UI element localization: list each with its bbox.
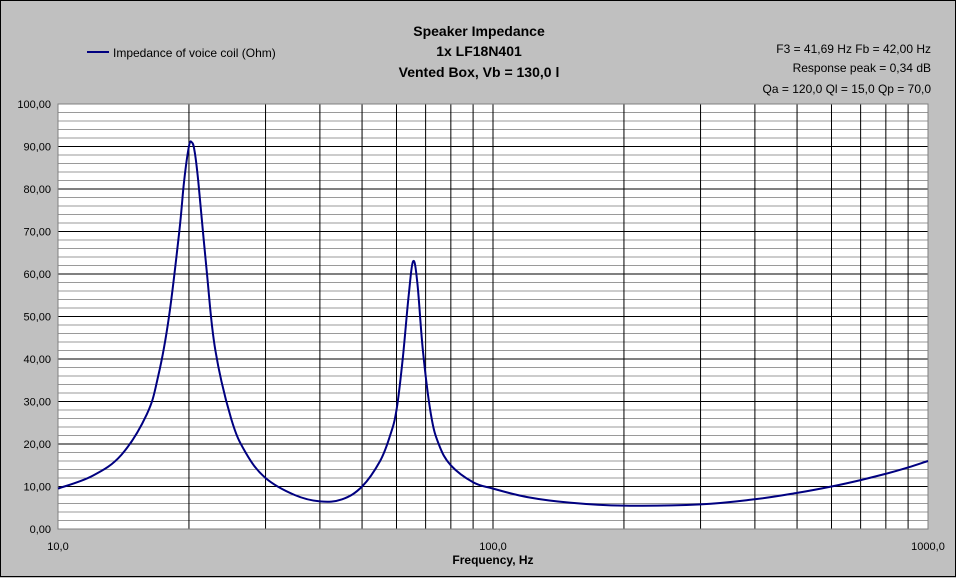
x-tick-label: 10,0	[47, 541, 68, 553]
gridlines	[57, 103, 929, 530]
chart-title: Speaker Impedance 1x LF18N401 Vented Box…	[399, 23, 560, 80]
y-tick-label: 40,00	[23, 354, 51, 366]
plot-border	[57, 103, 929, 530]
x-axis-title: Frequency, Hz	[452, 553, 533, 567]
info-line-3: Qa = 120,0 Ql = 15,0 Qp = 70,0	[763, 82, 932, 96]
info-line-1: F3 = 41,69 Hz Fb = 42,00 Hz	[776, 42, 931, 56]
y-tick-label: 70,00	[23, 227, 51, 239]
x-tick-label: 1000,0	[911, 541, 945, 553]
title-line-2: 1x LF18N401	[436, 43, 522, 59]
y-tick-label: 90,00	[23, 142, 51, 154]
x-axis-ticks: 10,0 100,0 1000,0	[47, 541, 945, 553]
y-tick-label: 60,00	[23, 269, 51, 281]
title-line-3: Vented Box, Vb = 130,0 l	[399, 64, 560, 80]
y-axis-ticks: 0,00 10,00 20,00 30,00 40,00 50,00 60,00 70,00 8…	[17, 99, 51, 536]
title-line-1: Speaker Impedance	[413, 23, 545, 39]
y-tick-label: 50,00	[23, 312, 51, 324]
y-tick-label: 20,00	[23, 439, 51, 451]
y-tick-label: 10,00	[23, 482, 51, 494]
legend-label: Impedance of voice coil (Ohm)	[113, 46, 276, 60]
parameter-info: F3 = 41,69 Hz Fb = 42,00 Hz Response pea…	[763, 42, 932, 96]
y-tick-label: 80,00	[23, 184, 51, 196]
legend: Impedance of voice coil (Ohm)	[87, 46, 276, 60]
y-tick-label: 100,00	[17, 99, 51, 111]
y-tick-label: 0,00	[30, 524, 51, 536]
info-line-2: Response peak = 0,34 dB	[793, 61, 931, 75]
y-tick-label: 30,00	[23, 397, 51, 409]
series-line-impedance	[57, 140, 929, 507]
x-tick-label: 100,0	[479, 541, 507, 553]
